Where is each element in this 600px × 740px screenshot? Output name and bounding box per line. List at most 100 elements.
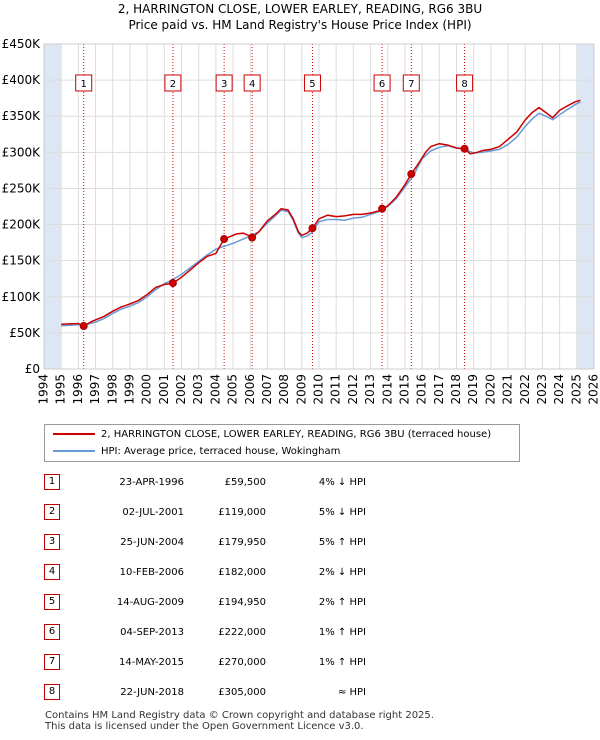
marker-box-8 (456, 74, 474, 92)
table-row: 6 04-SEP-2013 £222,000 1% ↑ HPI (44, 623, 564, 643)
sale-point-8 (460, 144, 469, 153)
y-tick-label: £450K (2, 37, 42, 51)
y-tick-label: £200K (2, 218, 42, 232)
plot-border (43, 43, 595, 370)
sale-point-6 (378, 204, 387, 213)
transaction-date: 02-JUL-2001 (122, 507, 184, 518)
x-tick-label: 2002 (174, 374, 188, 405)
transaction-date: 04-SEP-2013 (120, 627, 184, 638)
x-tick-label: 2005 (226, 374, 240, 405)
transaction-date: 10-FEB-2006 (119, 567, 184, 578)
price-chart: £0 £50K £100K £150K £200K £250K £300K £350K £400… (2, 37, 600, 405)
legend-label-property: 2, HARRINGTON CLOSE, LOWER EARLEY, READI… (101, 429, 492, 440)
x-tick-label: 2014 (380, 374, 394, 405)
transaction-hpi-diff: 2% ↓ HPI (318, 567, 366, 578)
transaction-hpi-diff: 2% ↑ HPI (318, 597, 366, 608)
y-tick-label: £0 (25, 362, 40, 376)
marker-label-3: 3 (221, 79, 227, 90)
y-tick-label: £250K (2, 181, 42, 195)
transaction-number: 4 (44, 564, 60, 580)
x-tick-label: 2026 (587, 374, 600, 405)
footer-note: Contains HM Land Registry data © Crown c… (45, 710, 434, 732)
marker-label-6: 6 (379, 79, 385, 90)
transaction-hpi-diff: 5% ↓ HPI (318, 507, 366, 518)
legend-swatch-property (53, 433, 95, 435)
x-tick-label: 2024 (552, 374, 566, 405)
chart-subtitle: Price paid vs. HM Land Registry's House … (128, 18, 472, 32)
x-tick-label: 2008 (277, 374, 291, 405)
transaction-number: 2 (44, 504, 60, 520)
transaction-number: 8 (44, 684, 60, 700)
transaction-hpi-diff: ≈ HPI (337, 687, 366, 698)
transaction-price: £194,950 (218, 597, 266, 608)
transaction-number: 5 (44, 594, 60, 610)
x-tick-label: 2013 (363, 374, 377, 405)
marker-box-1 (75, 74, 93, 92)
shaded-band (44, 44, 62, 369)
legend-swatch-hpi (53, 450, 95, 452)
x-tick-label: 2004 (208, 374, 222, 405)
marker-label-5: 5 (309, 79, 315, 90)
x-tick-label: 2011 (329, 374, 343, 405)
x-tick-label: 2010 (312, 374, 326, 405)
x-tick-label: 2003 (191, 374, 205, 405)
transaction-price: £182,000 (218, 567, 266, 578)
footer-licence: This data is licensed under the Open Gov… (45, 721, 364, 732)
x-tick-label: 2017 (432, 374, 446, 405)
x-tick-label: 1999 (122, 374, 136, 405)
x-tick-label: 1994 (37, 374, 51, 405)
transaction-price: £59,500 (224, 477, 266, 488)
x-tick-label: 2012 (346, 374, 360, 405)
marker-label-7: 7 (408, 79, 414, 90)
marker-label-8: 8 (461, 79, 467, 90)
transaction-date: 14-MAY-2015 (118, 657, 184, 668)
footer-copyright: Contains HM Land Registry data © Crown c… (45, 710, 434, 721)
x-tick-label: 1995 (54, 374, 68, 405)
x-tick-label: 2000 (140, 374, 154, 405)
table-row: 5 14-AUG-2009 £194,950 2% ↑ HPI (44, 593, 564, 613)
transaction-price: £270,000 (218, 657, 266, 668)
table-row: 7 14-MAY-2015 £270,000 1% ↑ HPI (44, 653, 564, 673)
transaction-hpi-diff: 1% ↑ HPI (318, 627, 366, 638)
x-tick-label: 1996 (71, 374, 85, 405)
transaction-number: 6 (44, 624, 60, 640)
marker-box-2 (164, 74, 182, 92)
marker-box-6 (373, 74, 391, 92)
sale-point-3 (220, 235, 229, 244)
table-row: 1 23-APR-1996 £59,500 4% ↓ HPI (44, 473, 564, 493)
legend-item-property: 2, HARRINGTON CLOSE, LOWER EARLEY, READI… (53, 427, 491, 443)
marker-box-3 (215, 74, 233, 92)
transaction-hpi-diff: 1% ↑ HPI (318, 657, 366, 668)
x-tick-label: 2022 (518, 374, 532, 405)
x-tick-label: 1998 (105, 374, 119, 405)
marker-label-2: 2 (170, 79, 176, 90)
table-row: 8 22-JUN-2018 £305,000 ≈ HPI (44, 683, 564, 703)
x-tick-label: 2021 (501, 374, 515, 405)
x-tick-label: 2020 (483, 374, 497, 405)
x-tick-label: 2023 (535, 374, 549, 405)
table-row: 2 02-JUL-2001 £119,000 5% ↓ HPI (44, 503, 564, 523)
transaction-number: 3 (44, 534, 60, 550)
y-tick-label: £150K (2, 254, 42, 268)
transaction-date: 22-JUN-2018 (120, 687, 184, 698)
shaded-band (576, 44, 594, 369)
transaction-price: £119,000 (218, 507, 266, 518)
legend-label-hpi: HPI: Average price, terraced house, Woki… (101, 446, 341, 457)
x-tick-label: 2006 (243, 374, 257, 405)
marker-label-1: 1 (81, 79, 87, 90)
transaction-date: 23-APR-1996 (119, 477, 184, 488)
y-tick-label: £100K (2, 290, 42, 304)
x-tick-label: 2016 (415, 374, 429, 405)
table-row: 3 25-JUN-2004 £179,950 5% ↑ HPI (44, 533, 564, 553)
sale-point-1 (79, 322, 88, 331)
marker-box-4 (243, 74, 261, 92)
x-tick-label: 2025 (569, 374, 583, 405)
x-tick-label: 2018 (449, 374, 463, 405)
sale-point-4 (248, 233, 257, 242)
transaction-price: £179,950 (218, 537, 266, 548)
marker-box-5 (303, 74, 321, 92)
y-tick-label: £300K (2, 145, 42, 159)
x-tick-label: 2019 (466, 374, 480, 405)
transaction-price: £305,000 (218, 687, 266, 698)
table-row: 4 10-FEB-2006 £182,000 2% ↓ HPI (44, 563, 564, 583)
